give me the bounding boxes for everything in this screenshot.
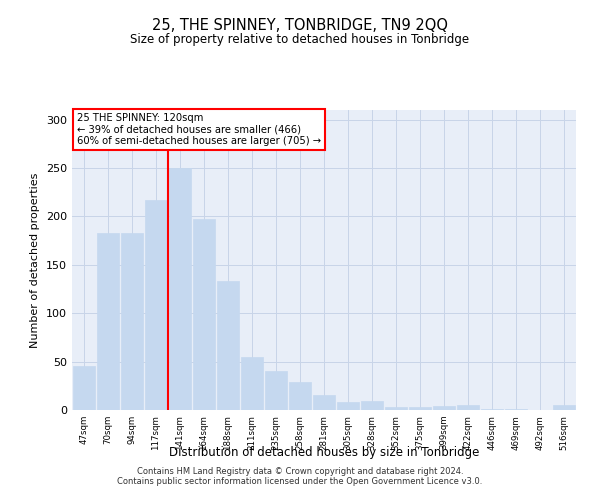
- Bar: [433, 406, 455, 410]
- Bar: [241, 357, 263, 410]
- Bar: [289, 382, 311, 410]
- Bar: [409, 407, 431, 410]
- Bar: [193, 220, 215, 410]
- Text: Distribution of detached houses by size in Tonbridge: Distribution of detached houses by size …: [169, 446, 479, 459]
- Bar: [217, 282, 239, 410]
- Bar: [505, 409, 527, 410]
- Y-axis label: Number of detached properties: Number of detached properties: [31, 172, 40, 348]
- Bar: [145, 200, 167, 410]
- Text: Size of property relative to detached houses in Tonbridge: Size of property relative to detached ho…: [130, 32, 470, 46]
- Bar: [169, 168, 191, 410]
- Bar: [361, 402, 383, 410]
- Bar: [265, 372, 287, 410]
- Bar: [481, 409, 503, 410]
- Bar: [553, 405, 575, 410]
- Text: 25, THE SPINNEY, TONBRIDGE, TN9 2QQ: 25, THE SPINNEY, TONBRIDGE, TN9 2QQ: [152, 18, 448, 32]
- Bar: [457, 405, 479, 410]
- Bar: [385, 407, 407, 410]
- Bar: [73, 366, 95, 410]
- Text: Contains HM Land Registry data © Crown copyright and database right 2024.
Contai: Contains HM Land Registry data © Crown c…: [118, 466, 482, 486]
- Text: 25 THE SPINNEY: 120sqm
← 39% of detached houses are smaller (466)
60% of semi-de: 25 THE SPINNEY: 120sqm ← 39% of detached…: [77, 113, 321, 146]
- Bar: [121, 233, 143, 410]
- Bar: [313, 396, 335, 410]
- Bar: [97, 233, 119, 410]
- Bar: [337, 402, 359, 410]
